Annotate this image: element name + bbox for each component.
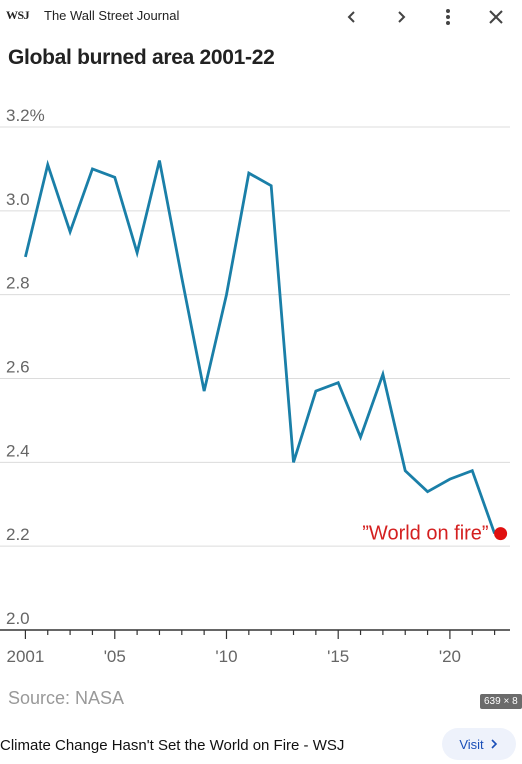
y-tick-label: 2.4 [6,441,30,460]
y-axis-labels: 2.0 2.2 2.4 2.6 2.8 3.0 3.2% [6,106,45,628]
prev-button[interactable] [338,4,366,30]
more-vertical-icon [446,9,450,25]
y-tick-label: 2.2 [6,525,30,544]
x-tick-label: 2001 [6,647,44,666]
line-chart: 2.02.22.42.62.83.03.2% 2001'05'10'15'20 … [0,106,510,666]
y-tick-label: 2.8 [6,274,30,293]
close-button[interactable] [482,4,510,30]
next-button[interactable] [387,4,415,30]
x-axis: 2001 '05 '10 '15 '20 [6,630,496,666]
chevron-left-icon [347,11,355,23]
chevron-right-icon [398,11,406,23]
x-tick-label: '05 [104,647,126,666]
chart-title: Global burned area 2001-22 [8,46,275,69]
chart-grid [0,126,510,631]
site-name[interactable]: The Wall Street Journal [44,8,180,23]
chevron-right-icon [491,739,497,749]
x-tick-label: '20 [439,647,461,666]
viewer-header: WSJ The Wall Street Journal [0,0,522,34]
annotation-label: ”World on fire” [362,523,488,545]
y-tick-label: 3.2% [6,106,45,125]
site-logo: WSJ [6,8,30,22]
more-options-button[interactable] [434,4,462,30]
chart-series [24,159,496,535]
chart-annotation: ”World on fire” [362,523,508,545]
image-dimensions-badge: 639 × 8 [480,694,522,709]
x-tick-label: '10 [215,647,237,666]
y-tick-label: 3.0 [6,190,30,209]
visit-button-label: Visit [459,736,484,752]
y-tick-label: 2.0 [6,609,30,628]
visit-button[interactable]: Visit [442,728,516,760]
x-tick-label: '15 [327,647,349,666]
image-caption[interactable]: Climate Change Hasn't Set the World on F… [0,737,345,754]
highlight-point [494,527,508,541]
y-tick-label: 2.6 [6,358,30,377]
series-line [24,159,496,535]
chart-source: Source: NASA [8,688,125,708]
close-icon [489,10,503,24]
